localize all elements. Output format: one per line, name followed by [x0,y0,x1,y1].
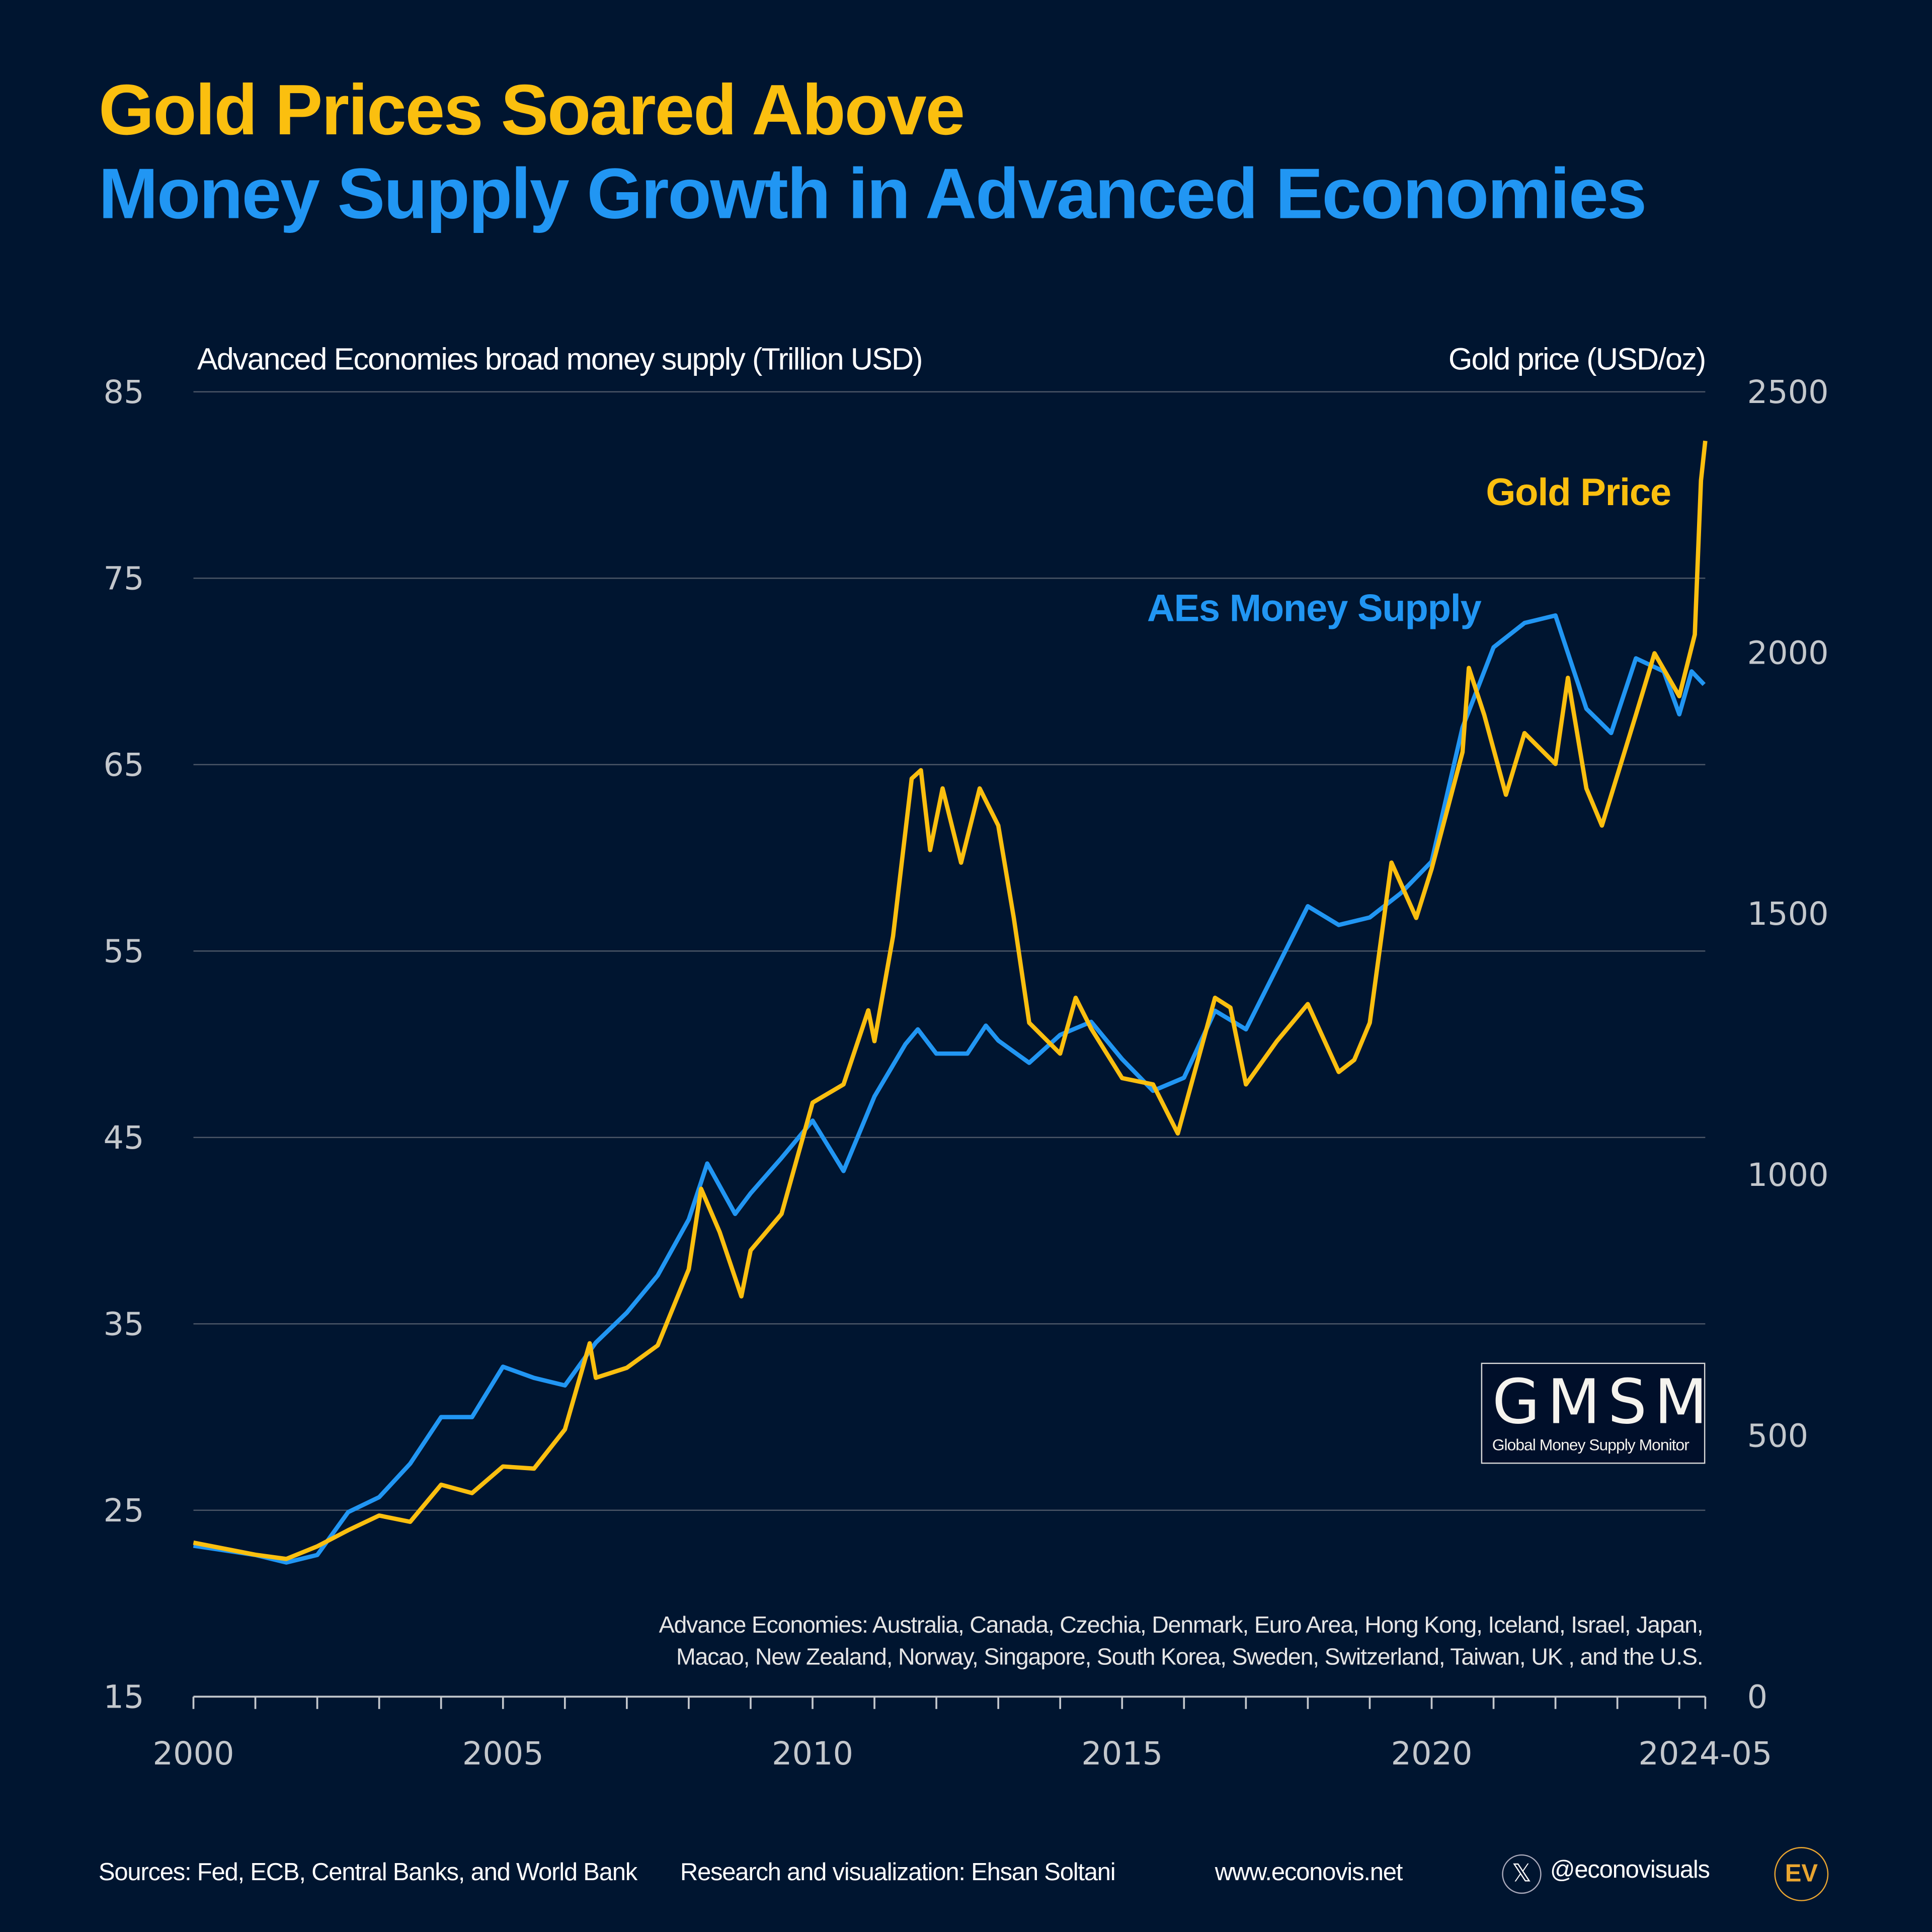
sources-text: Sources: Fed, ECB, Central Banks, and Wo… [98,1859,637,1887]
x-tick-label: 2010 [772,1735,853,1773]
gmsm-logo-text: GMSM [1492,1366,1715,1438]
left-tick-label: 35 [104,1306,144,1343]
ev-logo-icon: EV [1774,1847,1829,1901]
x-tick-label: 2005 [462,1735,544,1773]
gold-price-label: Gold Price [1486,470,1671,514]
x-tick-label: 2015 [1081,1735,1163,1773]
footnote-line-1: Advance Economies: Australia, Canada, Cz… [659,1613,1704,1639]
left-axis-title: Advanced Economies broad money supply (T… [197,342,923,377]
website-link[interactable]: www.econovis.net [1215,1859,1403,1887]
right-tick-label: 1500 [1747,896,1829,933]
left-tick-label: 75 [104,560,144,597]
right-axis-title: Gold price (USD/oz) [1448,342,1707,377]
gmsm-logo-subtitle: Global Money Supply Monitor [1492,1435,1689,1454]
right-tick-label: 1000 [1747,1157,1829,1194]
social-handle[interactable]: @econovisuals [1550,1857,1710,1884]
x-logo-icon[interactable]: 𝕏 [1502,1854,1542,1894]
money-supply-line [193,613,1706,1565]
gmsm-logo: GMSM Global Money Supply Monitor [1481,1362,1708,1464]
left-tick-label: 55 [104,933,144,970]
left-tick-label: 15 [104,1678,144,1716]
left-tick-label: 25 [104,1492,144,1530]
x-tick-label: 2000 [152,1735,234,1773]
footnote-line-2: Macao, New Zealand, Norway, Singapore, S… [676,1645,1704,1671]
money-supply-label: AEs Money Supply [1147,586,1482,630]
right-tick-label: 2500 [1747,374,1829,411]
credit-text: Research and visualization: Ehsan Soltan… [680,1859,1116,1887]
title-line-2: Money Supply Growth in Advanced Economie… [98,154,1647,234]
right-tick-label: 0 [1747,1678,1768,1716]
left-tick-label: 85 [104,374,144,411]
x-tick-label: 2020 [1391,1735,1472,1773]
left-tick-label: 45 [104,1119,144,1157]
title-line-1: Gold Prices Soared Above [98,70,965,150]
right-tick-label: 2000 [1747,635,1829,672]
right-tick-label: 500 [1747,1418,1809,1455]
gold-price-line [193,440,1708,1561]
x-tick-label: 2024-05 [1638,1735,1772,1773]
left-tick-label: 65 [104,747,144,784]
